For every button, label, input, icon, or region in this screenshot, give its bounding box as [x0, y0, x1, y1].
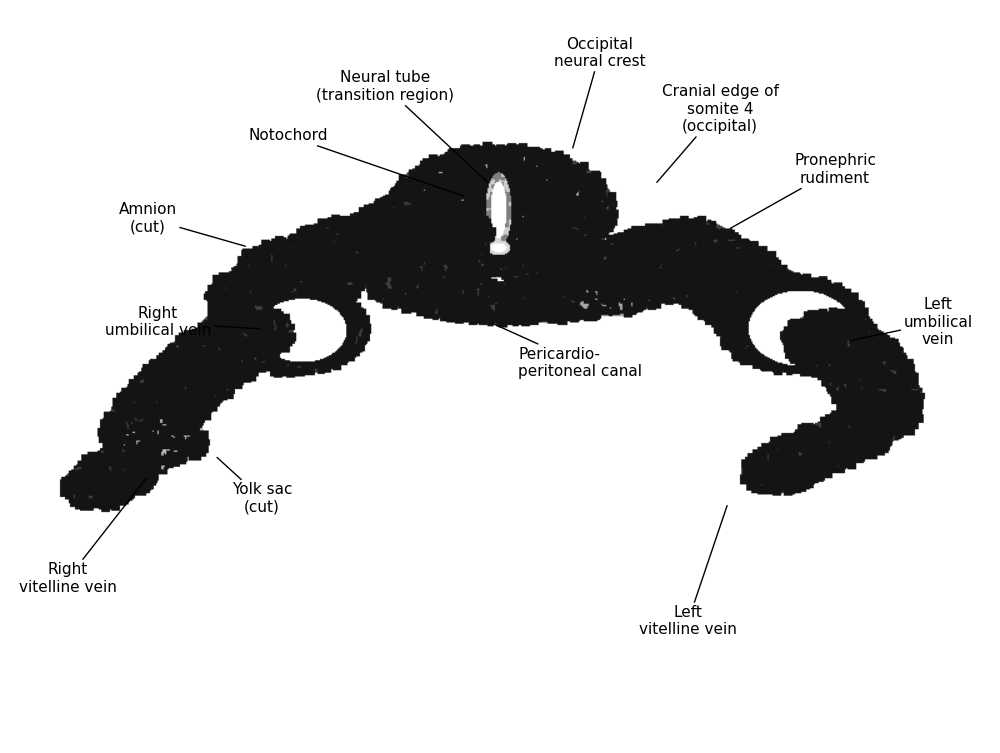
Text: Right
umbilical vein: Right umbilical vein — [105, 306, 260, 339]
Text: Pronephric
rudiment: Pronephric rudiment — [730, 153, 876, 228]
Text: Notochord: Notochord — [248, 128, 464, 197]
Text: Amnion
(cut): Amnion (cut) — [119, 202, 245, 246]
Text: Occipital
neural crest: Occipital neural crest — [554, 36, 646, 148]
Text: Cranial edge of
somite 4
(occipital): Cranial edge of somite 4 (occipital) — [657, 84, 778, 182]
Text: Neural tube
(transition region): Neural tube (transition region) — [316, 70, 488, 182]
Text: Left
vitelline vein: Left vitelline vein — [639, 505, 737, 638]
Text: Left
umbilical
vein: Left umbilical vein — [851, 297, 973, 347]
Text: Pericardio-
peritoneal canal: Pericardio- peritoneal canal — [493, 324, 642, 380]
Text: Right
vitelline vein: Right vitelline vein — [19, 478, 146, 595]
Text: Yolk sac
(cut): Yolk sac (cut) — [217, 457, 292, 515]
